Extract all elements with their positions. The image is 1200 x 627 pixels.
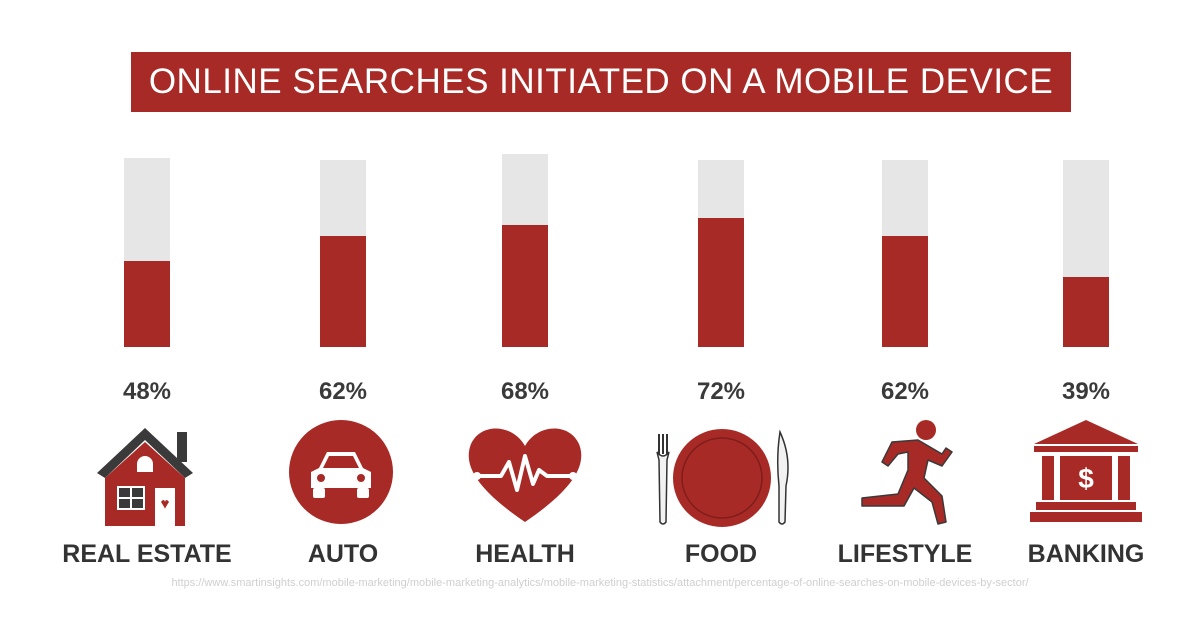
- category-label: REAL ESTATE: [62, 540, 232, 568]
- value-label: 62%: [880, 378, 930, 405]
- category-label: HEALTH: [475, 540, 575, 568]
- bar: [502, 225, 548, 347]
- bar: [1063, 277, 1109, 347]
- runner-icon: [861, 420, 953, 525]
- bar-track: [124, 158, 170, 347]
- category-label: BANKING: [1027, 540, 1145, 568]
- bar-track: [698, 160, 744, 347]
- bar: [320, 236, 366, 347]
- value-label: 48%: [122, 378, 172, 405]
- bar-track: [502, 154, 548, 347]
- category-label: LIFESTYLE: [837, 540, 973, 568]
- bank-icon: $: [1030, 420, 1142, 522]
- bar: [882, 236, 928, 347]
- bar-track: [882, 160, 928, 347]
- value-label: 39%: [1061, 378, 1111, 405]
- value-label: 68%: [500, 378, 550, 405]
- svg-text:$: $: [1078, 463, 1094, 494]
- value-label: 62%: [318, 378, 368, 405]
- car-icon: [289, 420, 393, 524]
- chart-title: ONLINE SEARCHES INITIATED ON A MOBILE DE…: [131, 52, 1071, 112]
- bar: [124, 261, 170, 347]
- category-label: AUTO: [307, 540, 379, 568]
- plate-cutlery-icon: [656, 427, 789, 529]
- source-url[interactable]: https://www.smartinsights.com/mobile-mar…: [171, 577, 1029, 589]
- value-label: 72%: [696, 378, 746, 405]
- heart-pulse-icon: [468, 428, 582, 522]
- house-icon: [97, 428, 193, 526]
- bar: [698, 218, 744, 347]
- category-label: FOOD: [684, 540, 758, 568]
- bar-track: [1063, 160, 1109, 347]
- bar-track: [320, 160, 366, 347]
